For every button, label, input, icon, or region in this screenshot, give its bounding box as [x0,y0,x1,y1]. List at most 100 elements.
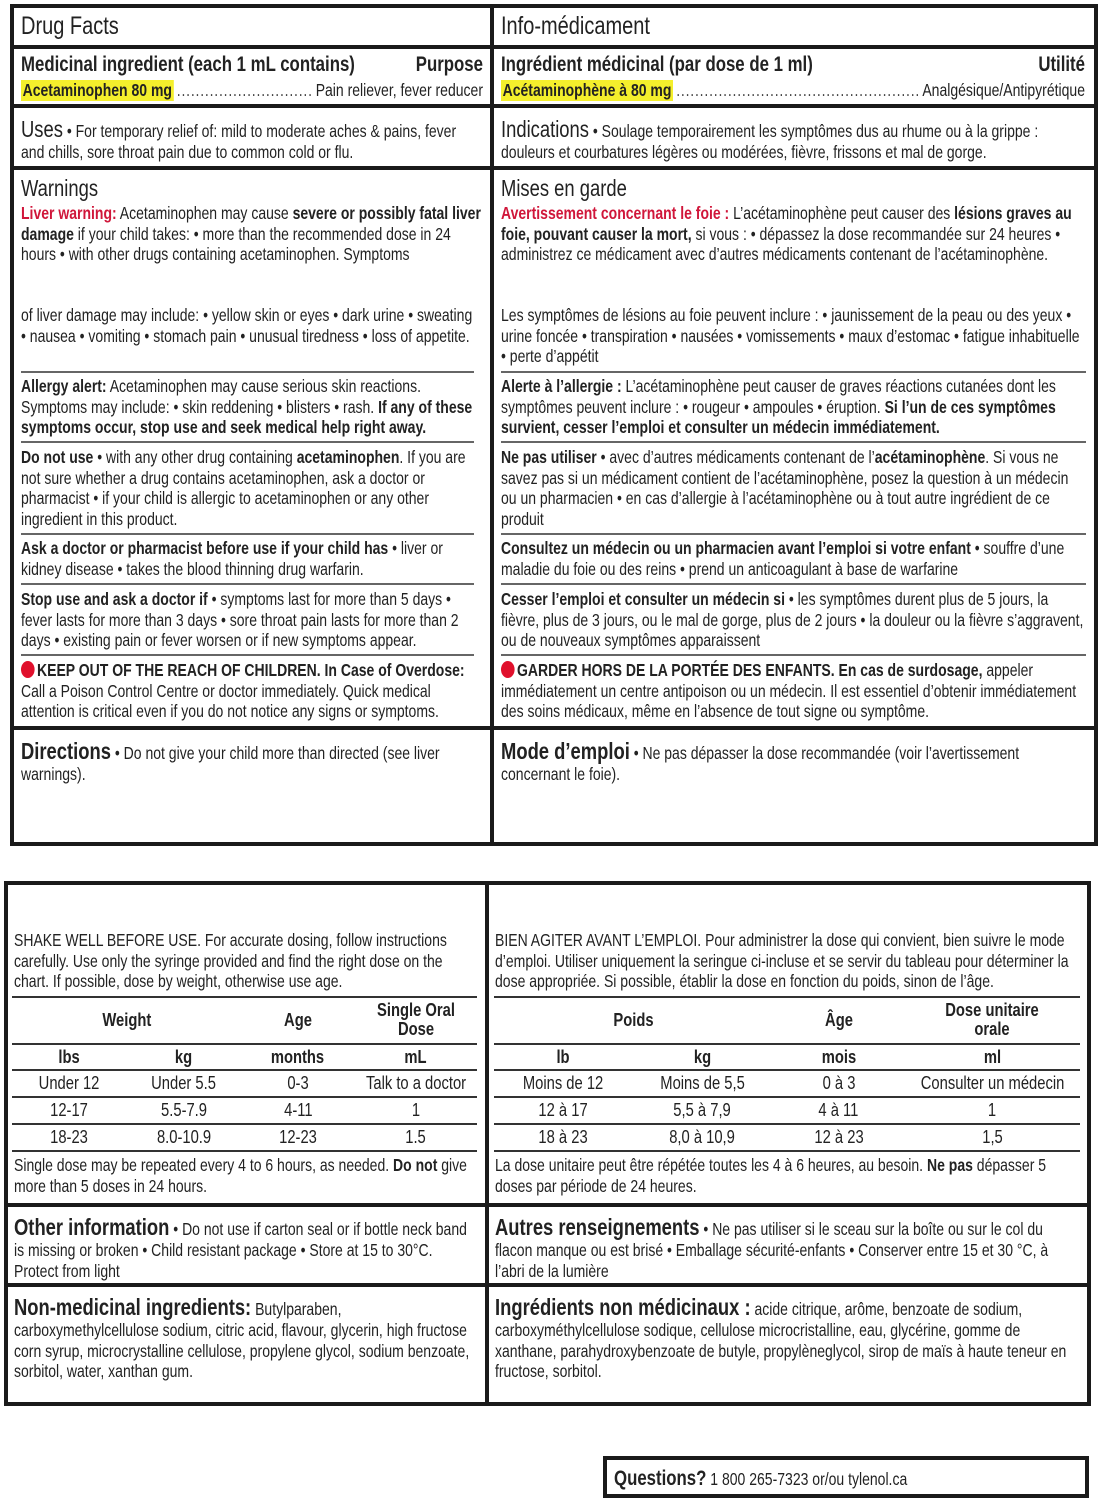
table-cell: 0-3 [287,1073,309,1093]
fr-title: Info-médicament [501,12,650,40]
fr-other-info: Autres renseignements • Ne pas utiliser … [495,1214,1080,1281]
text-segment: acetaminophen [296,447,400,467]
table-row: 12-17 5.5-7.9 4-11 1 [12,1097,477,1124]
text-segment: Cesser l’emploi et consulter un médecin … [501,589,785,609]
table-cell: 1 [411,1100,421,1120]
text-segment: Do not use [21,447,94,467]
separator [21,583,474,585]
text-segment: Ask a doctor or pharmacist before use if… [21,538,389,558]
table-cell: Âge [824,1010,853,1030]
text-segment: Non-medicinal ingredients: [14,1294,252,1320]
table-cell: months [271,1046,325,1067]
questions-box [603,1456,1089,1498]
table-cell: kg [693,1046,712,1067]
text-segment: • Soulage temporairement les symptômes d… [501,121,1039,162]
text-segment: • Do not use if carton seal or if bottle… [14,1219,467,1281]
en-title: Drug Facts [21,12,119,40]
text-segment: • Ne pas utiliser si le sceau sur la boî… [495,1219,1049,1281]
en-purpose-header: Purpose [415,53,483,76]
table-cell: Weight [102,1010,151,1030]
text-segment: • symptoms last for more than 5 days • f… [21,589,459,650]
stop-dot-icon [501,661,515,678]
fr-non-medicinal: Ingrédients non médicinaux : acide citri… [495,1294,1075,1382]
fr-dosing-intro: BIEN AGITER AVANT L’EMPLOI. Pour adminis… [495,930,1069,991]
table-cell: lbs [58,1046,80,1067]
text-segment: La dose unitaire peut être répétée toute… [495,1155,927,1175]
text-segment: Liver warning: [21,203,117,223]
table-cell: 12 à 23 [813,1127,864,1147]
text-segment: Alerte à l’allergie : [501,376,622,396]
row-divider [4,1203,1091,1207]
table-cell: 12 à 17 [538,1100,588,1120]
table-cell: 5,5 à 7,9 [673,1100,732,1120]
fr-allergy-alert: Alerte à l’allergie : L’acétaminophène p… [501,376,1086,438]
text-segment: L’acétaminophène peut causer des [729,203,955,223]
table-header: Dose unitaire orale [905,997,1080,1044]
table-cell: Under 5.5 [151,1073,217,1093]
text-segment: Consultez un médecin ou un pharmacien av… [501,538,971,558]
en-allergy-alert: Allergy alert: Acetaminophen may cause s… [21,376,481,438]
en-ingredient: Acetaminophen 80 mg [21,80,174,101]
separator [21,371,474,373]
fr-purpose: Analgésique/Antipyrétique [922,80,1085,100]
text-segment: • souffre d’une maladie du foie ou des r… [501,538,1065,579]
fr-stop-use: Cesser l’emploi et consulter un médecin … [501,589,1086,651]
text-segment: Ingrédients non médicinaux : [495,1294,751,1320]
text-segment: Ne pas utiliser [501,447,597,467]
text-segment: severe or possibly fatal liver damage [21,203,481,244]
table-cell: Single Oral Dose [376,1000,455,1039]
fr-uses: Indications • Soulage temporairement les… [501,116,1086,163]
en-purpose: Pain reliever, fever reducer [315,80,483,100]
row-divider [10,45,1098,49]
en-warnings-title: Warnings [21,175,99,201]
text-segment: KEEP OUT OF THE REACH OF CHILDREN. In Ca… [37,660,465,680]
fr-liver-symptoms: Les symptômes de lésions au foie peuvent… [501,305,1086,367]
text-segment: if your child takes: • more than the rec… [21,223,451,265]
en-non-medicinal: Non-medicinal ingredients: Butylparaben,… [14,1294,476,1382]
text-segment: Ne pas [926,1155,973,1175]
table-cell: kg [175,1046,193,1067]
text-segment: Single dose may be repeated every 4 to 6… [14,1155,394,1175]
stop-dot-icon [21,661,35,678]
row-divider [10,726,1098,730]
fr-ask-doctor: Consultez un médecin ou un pharmacien av… [501,538,1086,579]
column-divider [490,4,494,846]
text-segment: Mode d’emploi [501,738,630,764]
text-segment: Uses [21,116,63,142]
fr-do-not-use: Ne pas utiliser • avec d’autres médicame… [501,447,1086,529]
table-header: Weight [12,997,241,1044]
row-divider [4,1283,1091,1287]
fr-purpose-header: Utilité [1038,53,1085,76]
en-dosing-table: Weight Age Single Oral Dose lbs kg month… [12,996,477,1152]
row-divider [10,104,1098,108]
en-dosing-intro: SHAKE WELL BEFORE USE. For accurate dosi… [14,930,447,991]
fr-liver-warning: Avertissement concernant le foie : L’acé… [501,203,1086,265]
text-segment: • Do not give your child more than direc… [21,743,440,784]
table-cell: lb [556,1046,570,1067]
text-segment: Acetaminophen may cause [116,203,293,223]
separator [501,441,1086,443]
fr-ingredient: Acétaminophène à 80 mg [501,80,674,101]
row-divider [10,166,1098,170]
table-cell: 18-23 [50,1127,89,1147]
separator [501,533,1086,535]
text-segment: Les symptômes de lésions au foie peuvent… [501,305,1080,366]
en-other-info: Other information • Do not use if carton… [14,1214,476,1281]
text-segment: dépasser 5 doses par période de 24 heure… [495,1155,1047,1196]
en-stop-use: Stop use and ask a doctor if • symptoms … [21,589,481,651]
table-cell: 18 à 23 [538,1127,588,1147]
en-dosing-note: Single dose may be repeated every 4 to 6… [14,1155,476,1196]
table-row: 18 à 23 8,0 à 10,9 12 à 23 1,5 [494,1124,1080,1151]
separator [501,583,1086,585]
questions-label: Questions? [614,1467,707,1490]
questions-contact[interactable]: 1 800 265-7323 or/ou tylenol.ca [706,1469,908,1489]
table-cell: Moins de 12 [523,1073,604,1093]
text-segment: si vous : • dépassez la dose recommandée… [501,223,1061,265]
text-segment: • liver or kidney disease • takes the bl… [21,538,443,579]
text-segment: • les symptômes durent plus de 5 jours, … [501,589,1084,650]
table-row: Moins de 12 Moins de 5,5 0 à 3 Consulter un… [494,1070,1080,1097]
fr-warnings-title: Mises en garde [501,175,627,201]
text-segment: • For temporary relief of: mild to moder… [21,121,457,162]
table-cell: ml [983,1046,1002,1067]
fr-keep-out: GARDER HORS DE LA PORTÉE DES ENFANTS. En… [501,660,1086,722]
